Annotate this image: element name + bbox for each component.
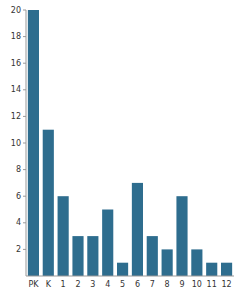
bars	[28, 10, 232, 276]
x-tick-label: 6	[135, 280, 140, 289]
chart: 2468101214161820PKK123456789101112	[0, 0, 240, 296]
bar	[87, 236, 98, 276]
x-tick-label: 4	[105, 280, 110, 289]
bar	[28, 10, 39, 276]
x-tick-label: 5	[120, 280, 125, 289]
y-ticks: 2 4 6 8 10 12 14 16 18 20	[11, 6, 26, 254]
y-tick	[23, 116, 26, 117]
chart-container: 2468101214161820PKK123456789101112	[0, 0, 240, 296]
x-axis-line	[26, 276, 234, 277]
bar	[162, 249, 173, 276]
y-tick	[23, 249, 26, 250]
bar	[72, 236, 83, 276]
bar	[43, 130, 54, 276]
y-tick-label: 10	[11, 139, 21, 148]
bar	[176, 196, 187, 276]
x-tick-label: 1	[61, 280, 66, 289]
y-tick	[23, 63, 26, 64]
x-tick-label: 2	[75, 280, 80, 289]
x-tick-label: 3	[90, 280, 95, 289]
y-tick-label: 2	[16, 245, 21, 254]
y-tick-label: 4	[16, 218, 21, 227]
bar	[132, 183, 143, 276]
x-tick-label: PK	[28, 280, 39, 289]
x-tick-label: 12	[221, 280, 231, 289]
x-tick-label: 10	[192, 280, 202, 289]
y-tick-label: 14	[11, 85, 21, 94]
bar	[221, 263, 232, 276]
bar	[147, 236, 158, 276]
y-tick	[23, 169, 26, 170]
x-tick-label: 8	[165, 280, 170, 289]
bar	[117, 263, 128, 276]
y-tick-label: 8	[16, 165, 21, 174]
y-tick-label: 12	[11, 112, 21, 121]
x-tick-label: K	[46, 280, 52, 289]
y-tick-label: 16	[11, 59, 21, 68]
y-tick	[23, 10, 26, 11]
y-tick	[23, 222, 26, 223]
x-tick-label: 7	[150, 280, 155, 289]
x-tick-label: 11	[207, 280, 217, 289]
x-tick-label: 9	[179, 280, 184, 289]
y-tick	[23, 143, 26, 144]
y-tick	[23, 36, 26, 37]
y-tick	[23, 196, 26, 197]
y-tick-label: 18	[11, 32, 21, 41]
bar	[206, 263, 217, 276]
y-tick-label: 6	[16, 192, 21, 201]
bar	[102, 210, 113, 277]
bar	[191, 249, 202, 276]
y-tick	[23, 89, 26, 90]
x-ticks: PKK123456789101112	[28, 280, 231, 289]
bar	[58, 196, 69, 276]
y-tick-label: 20	[11, 6, 21, 15]
